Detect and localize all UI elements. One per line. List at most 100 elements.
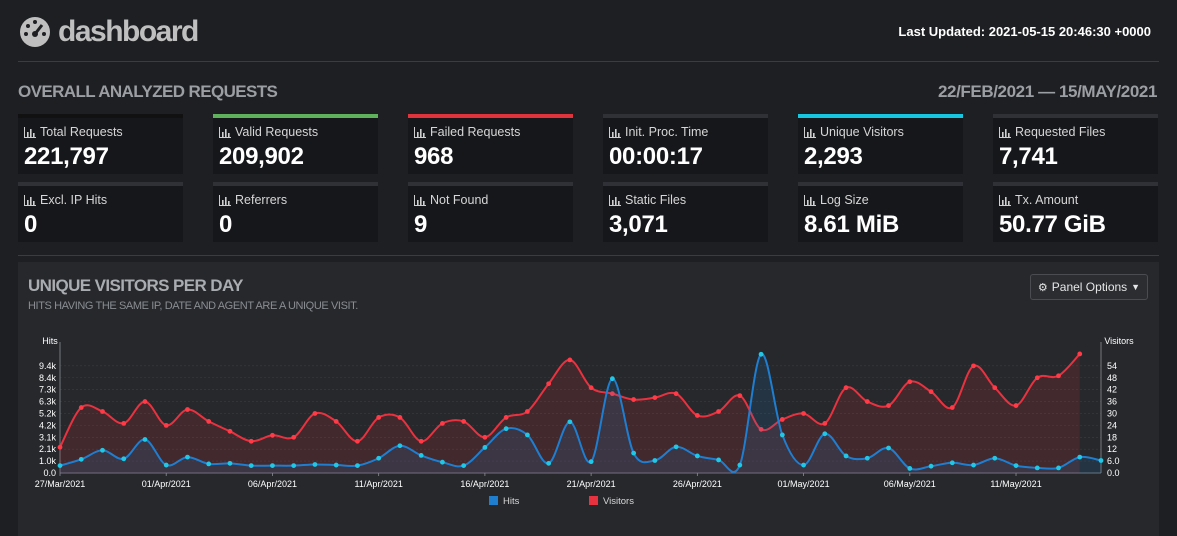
visitors-series-point — [737, 393, 743, 399]
visitors-series-point — [567, 357, 573, 363]
visitors-series-point — [822, 420, 828, 426]
brand[interactable]: dashboard — [18, 14, 199, 50]
x-tick-label: 11/Apr/2021 — [354, 479, 402, 489]
y-tick-label-left: 9.4k — [39, 361, 57, 371]
caret-down-icon: ▼ — [1131, 282, 1141, 292]
hits-series-point — [270, 463, 275, 469]
metric-card: Static Files 3,071 — [603, 182, 768, 242]
y-tick-label-left: 4.2k — [39, 420, 57, 430]
visitors-series-point — [546, 381, 552, 387]
date-range: 22/FEB/2021 — 15/MAY/2021 — [937, 82, 1157, 101]
panel-options-button[interactable]: ⚙ Panel Options ▼ — [1030, 274, 1148, 300]
visitors-series-point — [886, 403, 891, 408]
y-axis-label-right: Visitors — [1104, 336, 1134, 346]
y-tick-label-left: 0.0 — [43, 468, 56, 478]
hits-series-point — [57, 463, 63, 469]
metric-label-text: Unique Visitors — [820, 125, 904, 139]
y-tick-label-left: 5.2k — [39, 408, 57, 418]
visitors-series-point — [971, 363, 976, 369]
metric-value: 7,741 — [999, 143, 1058, 170]
metric-label: Referrers — [219, 192, 378, 208]
legend-swatch — [589, 496, 598, 505]
y-tick-label-right: 12 — [1107, 444, 1117, 454]
visitors-series-point — [928, 389, 934, 395]
visitors-series-point — [78, 405, 84, 410]
section-title: OVERALL ANALYZED REQUESTS — [18, 82, 278, 101]
hits-series-point — [100, 447, 105, 453]
app-title: dashboard — [58, 15, 199, 48]
bar-chart-icon — [24, 194, 36, 206]
visitors-series-point — [397, 415, 403, 420]
metric-label: Tx. Amount — [999, 192, 1158, 208]
x-tick-label: 01/May/2021 — [778, 479, 830, 489]
hits-series-point — [907, 466, 913, 471]
visitors-series-point — [100, 409, 105, 414]
hits-series-point — [609, 376, 615, 382]
metric-value: 221,797 — [24, 143, 109, 170]
y-tick-label-left: 2.1k — [39, 444, 57, 454]
visitors-series-area — [60, 353, 1080, 473]
y-tick-label-right: 0.0 — [1107, 468, 1120, 478]
metric-label: Log Size — [804, 192, 963, 208]
hits-series-point — [397, 443, 403, 449]
visitors-series-point — [864, 399, 870, 404]
x-tick-label: 01/Apr/2021 — [142, 479, 191, 489]
visitors-series-point — [482, 434, 488, 440]
last-updated-label: Last Updated: — [898, 24, 986, 39]
visitors-series-point — [312, 411, 318, 416]
visitors-series-point — [57, 444, 63, 450]
hits-series-point — [121, 456, 127, 462]
y-tick-label-right: 6.0 — [1107, 456, 1120, 466]
metric-value: 00:00:17 — [609, 143, 703, 170]
bar-chart-icon — [609, 126, 621, 138]
panel-title: UNIQUE VISITORS PER DAY — [28, 276, 243, 295]
bar-chart-icon — [999, 194, 1011, 206]
bar-chart-icon — [804, 194, 816, 206]
panel-subtitle: HITS HAVING THE SAME IP, DATE AND AGENT … — [28, 300, 358, 312]
metric-card: Tx. Amount 50.77 GiB — [993, 182, 1158, 242]
visitors-series-point — [461, 419, 467, 424]
hits-series-point — [482, 445, 488, 450]
y-tick-label-right: 24 — [1107, 420, 1117, 430]
hits-series-point — [440, 459, 445, 465]
metric-value: 0 — [24, 211, 38, 238]
last-updated-value: 2021-05-15 20:46:30 +0000 — [988, 24, 1151, 39]
hits-series-area — [60, 353, 1101, 473]
metric-card: Init. Proc. Time 00:00:17 — [603, 114, 768, 174]
visitors-series-point — [588, 385, 594, 391]
visitors-series-point — [843, 385, 849, 391]
last-updated: Last Updated: 2021-05-15 20:46:30 +0000 — [898, 24, 1151, 39]
x-tick-label: 21/Apr/2021 — [567, 479, 616, 489]
bar-chart-icon — [609, 194, 621, 206]
divider — [18, 61, 1159, 62]
visitors-series-point — [801, 411, 806, 416]
visitors-series-point — [673, 391, 679, 397]
hits-series-point — [864, 455, 870, 461]
hits-series-point — [333, 462, 339, 468]
y-tick-label-left: 3.1k — [39, 432, 57, 442]
metric-label-text: Not Found — [430, 193, 489, 207]
visitors-series-point — [949, 405, 955, 410]
visitors-series-point — [609, 391, 615, 397]
metric-label-text: Requested Files — [1015, 125, 1106, 139]
y-tick-label-left: 1.0k — [39, 456, 57, 466]
bar-chart-icon — [999, 126, 1011, 138]
metric-value: 0 — [219, 211, 233, 238]
metric-label-text: Log Size — [820, 193, 869, 207]
y-tick-label-right: 30 — [1107, 408, 1117, 418]
visitors-series-point — [185, 407, 190, 412]
metric-card: Not Found 9 — [408, 182, 573, 242]
y-tick-label-right: 42 — [1107, 385, 1117, 395]
visitors-series-point — [227, 428, 233, 434]
hits-series-point — [185, 454, 190, 460]
x-tick-label: 16/Apr/2021 — [460, 479, 509, 489]
metric-value: 3,071 — [609, 211, 668, 238]
hits-series-point — [1056, 465, 1061, 471]
hits-series-point — [546, 460, 552, 466]
hits-series-point — [992, 455, 998, 461]
metric-label: Failed Requests — [414, 124, 573, 140]
visitors-series-point — [1013, 403, 1019, 408]
hits-series-point — [928, 463, 934, 469]
x-tick-label: 06/Apr/2021 — [248, 479, 297, 489]
metric-value: 968 — [414, 143, 454, 170]
